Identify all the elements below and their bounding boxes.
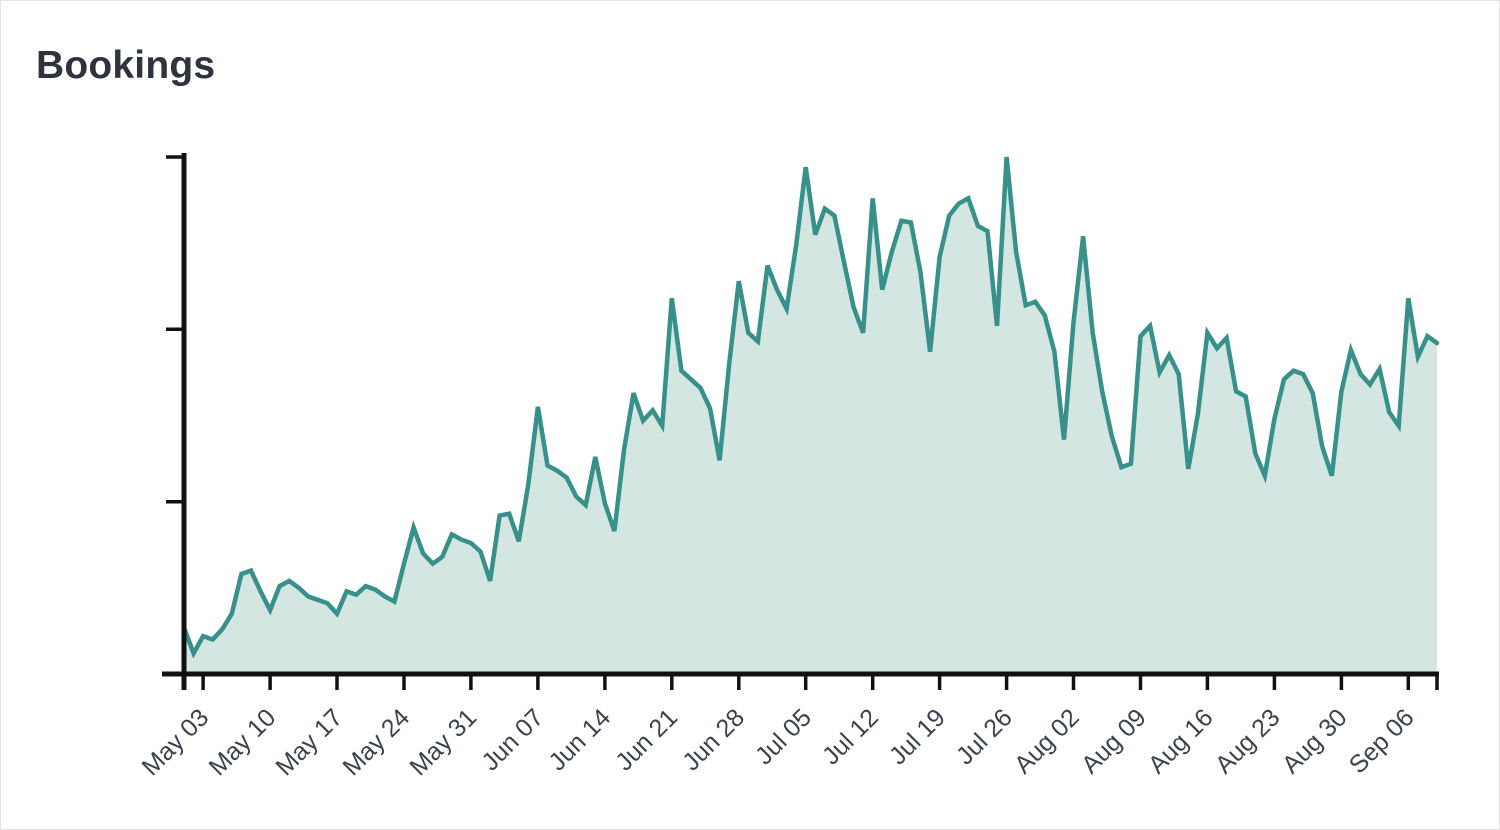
axes-layer <box>162 153 1439 690</box>
x-axis-label: May 17 <box>270 703 348 781</box>
x-axis-label: Aug 30 <box>1277 703 1353 779</box>
x-axis-label: Jul 19 <box>884 703 951 770</box>
bookings-series-line <box>181 156 1440 659</box>
x-axis-label: Aug 16 <box>1143 703 1219 779</box>
x-axis-label: Jun 21 <box>610 703 683 776</box>
x-axis-label: Jun 14 <box>543 703 616 776</box>
x-axis-label: Jun 28 <box>677 703 750 776</box>
x-axis-label: Aug 02 <box>1009 703 1085 779</box>
chart-title: Bookings <box>36 44 216 87</box>
x-axis-label: May 31 <box>404 703 482 781</box>
x-axis-label: May 03 <box>137 703 215 781</box>
line-layer <box>181 156 1440 659</box>
x-axis-label: Jun 07 <box>476 703 549 776</box>
x-axis-label: May 24 <box>337 703 415 781</box>
x-axis-label: Jul 05 <box>750 703 817 770</box>
x-axis-label: Aug 23 <box>1210 703 1286 779</box>
x-axis-label: Jul 12 <box>817 703 884 770</box>
x-axis-label: Sep 06 <box>1344 703 1420 779</box>
x-axis-label: May 10 <box>204 703 282 781</box>
x-axis-label: Jul 26 <box>951 703 1018 770</box>
x-axis-label: Aug 09 <box>1076 703 1152 779</box>
